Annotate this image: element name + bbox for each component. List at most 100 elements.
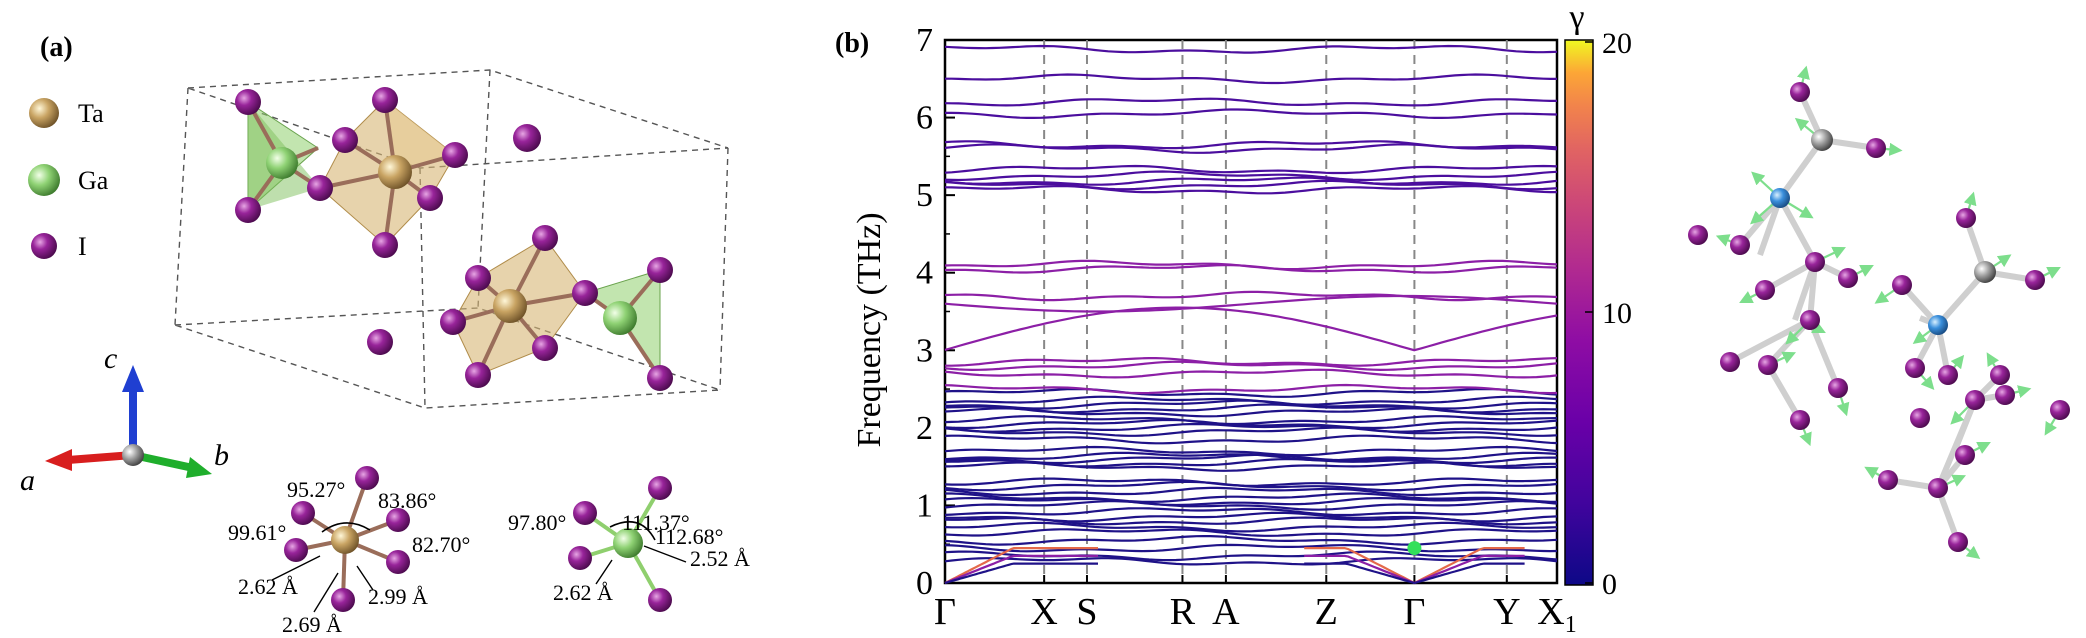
y-tick-label: 0: [916, 565, 933, 602]
x-tick-label: Y: [1493, 591, 1520, 633]
band-line: [944, 418, 1558, 430]
band-line: [944, 415, 1558, 426]
y-tick-label: 5: [916, 177, 933, 214]
band-line: [944, 500, 1558, 511]
band-line: [944, 434, 1558, 445]
band-line: [944, 170, 1558, 182]
ga-bond-1: 2.52 Å: [690, 546, 750, 571]
band-line: [944, 97, 1557, 107]
band-line: [945, 357, 1558, 367]
band-line: [944, 528, 1558, 537]
y-tick-label: 7: [916, 22, 933, 59]
band-line: [944, 557, 1558, 566]
band-line: [945, 73, 1557, 85]
x-tick-label: Z: [1315, 591, 1338, 633]
phonon-chart: 0 1 2 3 4 5 6 7 Γ X S R A Z Γ Y X1: [916, 22, 1577, 638]
ga-angle-2: 97.80°: [508, 510, 566, 535]
band-line: [944, 507, 1558, 517]
y-tick-label: 1: [916, 487, 933, 524]
band-line: [944, 535, 1558, 546]
acoustic-branch: [944, 547, 1098, 584]
ga-legend-sphere: [28, 164, 60, 196]
lower-polyhedra: [440, 225, 673, 391]
band-line: [944, 140, 1558, 150]
band-line: [944, 395, 1558, 406]
axis-c-label: c: [104, 342, 117, 375]
ta-angle-3: 99.61°: [228, 520, 286, 545]
ta-bond-3: 2.69 Å: [282, 612, 342, 637]
band-line: [944, 388, 1558, 398]
ga-angle-3: 112.68°: [655, 524, 723, 549]
band-line: [944, 543, 1558, 553]
axis-a-label: a: [20, 464, 35, 497]
band-line: [944, 496, 1558, 507]
colorbar: γ 20 10 0: [1564, 0, 1632, 601]
x-tick-label: Γ: [1403, 591, 1425, 633]
band-line: [944, 403, 1558, 414]
x-tick-label: R: [1170, 591, 1196, 633]
panel-b-label: (b): [835, 28, 869, 59]
band-line: [944, 306, 1558, 352]
x-tick-label: X: [1030, 591, 1057, 633]
ga-bond-2: 2.62 Å: [553, 580, 613, 605]
ta-angle-1: 95.27°: [287, 477, 345, 502]
legend: Ta Ga I: [28, 98, 109, 261]
band-line: [944, 294, 1558, 313]
band-line: [944, 521, 1558, 533]
highlight-point: [1407, 541, 1422, 556]
band-line: [944, 290, 1558, 302]
band-line: [944, 259, 1558, 271]
band-line: [944, 486, 1558, 497]
ga-angle-1: 111.37°: [622, 510, 690, 535]
x-tick-label: A: [1212, 591, 1240, 633]
colorbar-tick-10: 10: [1602, 297, 1632, 330]
ga-coordination: 111.37° 97.80° 112.68° 2.52 Å 2.62 Å: [508, 476, 750, 612]
ta-bond-1: 2.62 Å: [238, 574, 298, 599]
y-tick-label: 3: [916, 332, 933, 369]
x-tick-label: X1: [1537, 591, 1576, 638]
band-line: [945, 108, 1558, 119]
acoustic-branch: [1304, 562, 1525, 585]
band-line: [944, 179, 1558, 191]
acoustic-branch: [944, 554, 1098, 585]
band-line: [944, 368, 1558, 379]
colorbar-tick-20: 20: [1602, 27, 1632, 60]
band-line: [944, 451, 1558, 462]
legend-i-label: I: [78, 232, 87, 261]
ta-bond-2: 2.99 Å: [368, 584, 428, 609]
colorbar-label: γ: [1568, 0, 1584, 36]
legend-ga-label: Ga: [78, 166, 109, 195]
band-line: [944, 477, 1558, 487]
panel-a-label: (a): [40, 32, 73, 63]
band-line: [944, 426, 1558, 437]
y-tick-label: 6: [916, 100, 933, 137]
band-line: [944, 184, 1557, 195]
upper-polyhedra: [235, 87, 541, 355]
colorbar-tick-0: 0: [1602, 568, 1617, 601]
ta-coordination: 95.27° 83.86° 99.61° 82.70° 2.62 Å 2.99 …: [228, 466, 470, 637]
axis-b-label: b: [214, 439, 229, 472]
band-line: [944, 422, 1558, 433]
i-legend-sphere: [31, 233, 57, 259]
ta-legend-sphere: [29, 98, 59, 128]
x-tick-label: S: [1076, 591, 1097, 633]
y-tick-label: 4: [916, 255, 933, 292]
crystal-axes: c a b: [20, 342, 229, 497]
y-axis-label: Frequency (THz): [851, 212, 888, 447]
band-line: [945, 492, 1558, 504]
band-line: [944, 445, 1558, 457]
y-tick-label: 2: [916, 410, 933, 447]
band-line: [944, 176, 1558, 186]
ta-angle-2: 83.86°: [378, 488, 436, 513]
band-line: [944, 511, 1558, 523]
band-line: [944, 360, 1558, 372]
acoustic-branch: [944, 562, 1098, 585]
ta-angle-4: 82.70°: [412, 532, 470, 557]
x-tick-label: Γ: [934, 591, 956, 633]
band-line: [944, 458, 1557, 468]
band-line: [944, 164, 1558, 175]
legend-ta-label: Ta: [78, 99, 104, 128]
band-line: [944, 44, 1558, 54]
band-line: [944, 383, 1558, 395]
